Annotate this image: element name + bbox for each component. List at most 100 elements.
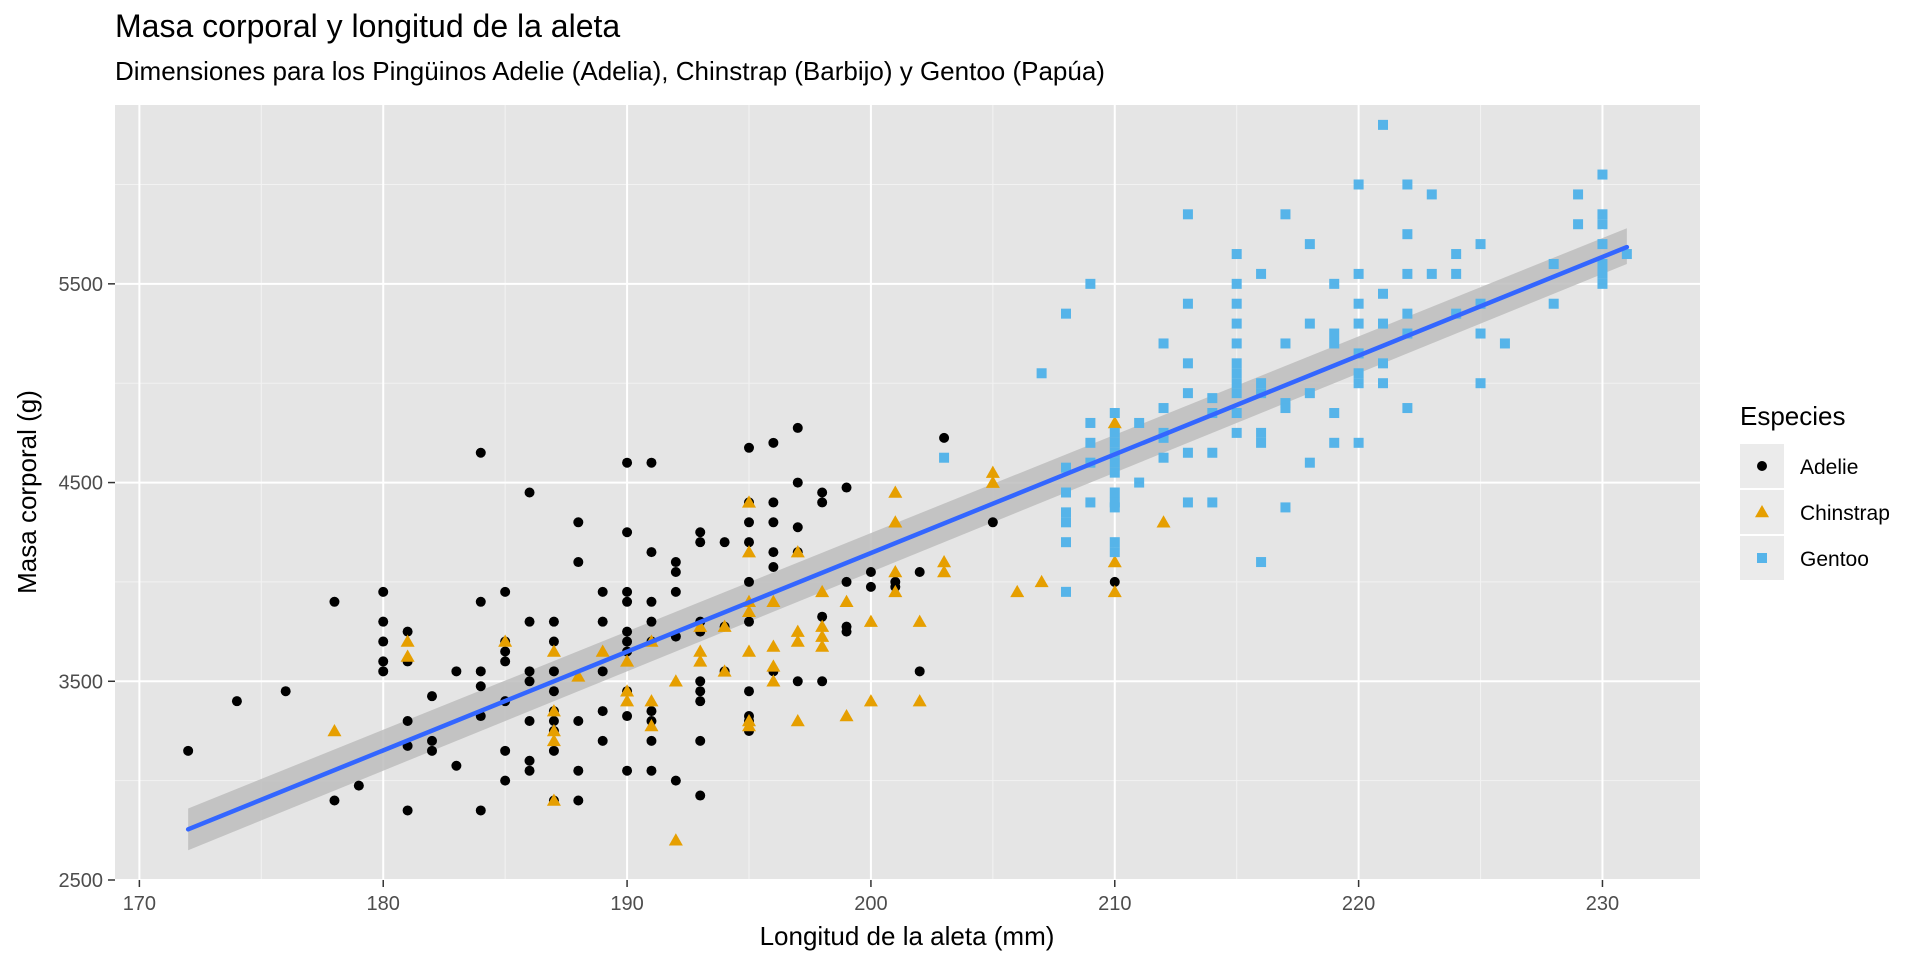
adelie-point — [353, 780, 364, 791]
adelie-point — [548, 686, 559, 697]
chinstrap-point — [863, 614, 878, 627]
chinstrap-point — [400, 634, 415, 647]
adelie-point — [548, 616, 559, 627]
gentoo-point — [1158, 432, 1169, 443]
adelie-point — [451, 760, 462, 771]
gentoo-point — [1061, 308, 1071, 319]
adelie-point — [646, 547, 657, 558]
gentoo-point — [1182, 209, 1193, 220]
adelie-point — [622, 527, 633, 538]
chinstrap-point — [790, 634, 805, 647]
gentoo-point — [1231, 427, 1242, 438]
gentoo-point — [1280, 338, 1291, 349]
y-tick-label: 5500 — [59, 274, 104, 296]
gentoo-point — [1109, 537, 1120, 548]
gentoo-point — [1061, 507, 1071, 518]
gentoo-point — [1426, 268, 1437, 279]
adelie-point — [597, 666, 608, 677]
adelie-point — [524, 716, 535, 727]
gentoo-point — [1231, 378, 1242, 389]
adelie-point — [841, 576, 852, 587]
adelie-point — [475, 805, 486, 816]
adelie-point — [695, 790, 706, 801]
adelie-point — [792, 422, 803, 433]
adelie-point — [524, 666, 535, 677]
chinstrap-point — [839, 709, 854, 722]
gentoo-point — [1182, 497, 1193, 508]
adelie-point — [573, 557, 584, 568]
chinstrap-point — [766, 659, 781, 672]
adelie-point — [646, 706, 657, 717]
chinstrap-point — [620, 684, 635, 697]
x-tick-label: 190 — [610, 893, 643, 915]
gentoo-point — [1231, 358, 1242, 369]
gentoo-point — [1548, 258, 1559, 269]
chinstrap-point — [546, 644, 561, 657]
gentoo-point — [1353, 378, 1364, 389]
adelie-point — [670, 566, 681, 577]
chinstrap-point — [546, 704, 561, 717]
gentoo-point — [1597, 169, 1608, 180]
adelie-point — [622, 596, 633, 607]
gentoo-point — [1475, 378, 1486, 389]
adelie-point — [231, 696, 242, 707]
gentoo-point — [1231, 318, 1242, 329]
adelie-point — [1109, 576, 1120, 587]
adelie-point — [622, 586, 633, 597]
gentoo-point — [1597, 278, 1608, 289]
chinstrap-point — [839, 594, 854, 608]
chinstrap-point — [766, 639, 781, 652]
chinstrap-point — [498, 634, 513, 647]
gentoo-point — [1378, 288, 1388, 299]
adelie-point — [646, 616, 657, 627]
adelie-point — [548, 716, 559, 727]
adelie-point — [719, 537, 730, 548]
y-tick-label: 3500 — [59, 671, 104, 693]
chinstrap-point — [693, 654, 708, 667]
adelie-point — [792, 477, 803, 488]
gentoo-point — [1402, 308, 1413, 319]
chinstrap-point — [1010, 584, 1025, 598]
gentoo-point — [1109, 457, 1120, 468]
adelie-point — [500, 656, 511, 667]
chinstrap-point — [863, 694, 878, 707]
adelie-point — [622, 457, 633, 468]
adelie-point — [695, 537, 706, 548]
regression-line — [185, 244, 1630, 832]
gentoo-point — [1402, 268, 1413, 279]
adelie-point — [524, 676, 535, 687]
gentoo-point — [1134, 417, 1145, 428]
gentoo-point — [1061, 586, 1071, 597]
adelie-point — [280, 686, 291, 697]
adelie-point — [670, 557, 681, 568]
data-points — [183, 119, 1632, 846]
adelie-point — [475, 596, 486, 607]
adelie-point — [329, 795, 340, 806]
adelie-point — [914, 666, 925, 677]
chinstrap-point — [620, 654, 635, 667]
gentoo-point — [1378, 358, 1388, 369]
chinstrap-point — [815, 629, 830, 642]
gentoo-point — [1573, 189, 1584, 200]
gentoo-point — [1475, 298, 1486, 309]
adelie-point — [670, 775, 681, 786]
y-tick-label: 4500 — [59, 473, 104, 495]
adelie-point — [378, 616, 389, 627]
chinstrap-point — [668, 833, 683, 846]
gentoo-point — [1109, 427, 1120, 438]
gentoo-point — [1378, 119, 1388, 130]
chinstrap-point — [766, 674, 781, 687]
gentoo-point — [1402, 403, 1413, 414]
chinstrap-point — [546, 793, 561, 806]
adelie-point — [939, 432, 950, 443]
gentoo-point — [1597, 219, 1608, 230]
adelie-point — [329, 596, 340, 607]
gentoo-point — [1036, 368, 1047, 379]
adelie-point — [914, 566, 925, 577]
gentoo-point — [1158, 338, 1169, 349]
chinstrap-point — [985, 465, 1000, 478]
gentoo-point — [1329, 437, 1340, 448]
gentoo-point — [1109, 487, 1120, 498]
adelie-point — [768, 437, 779, 448]
adelie-point — [695, 735, 706, 746]
